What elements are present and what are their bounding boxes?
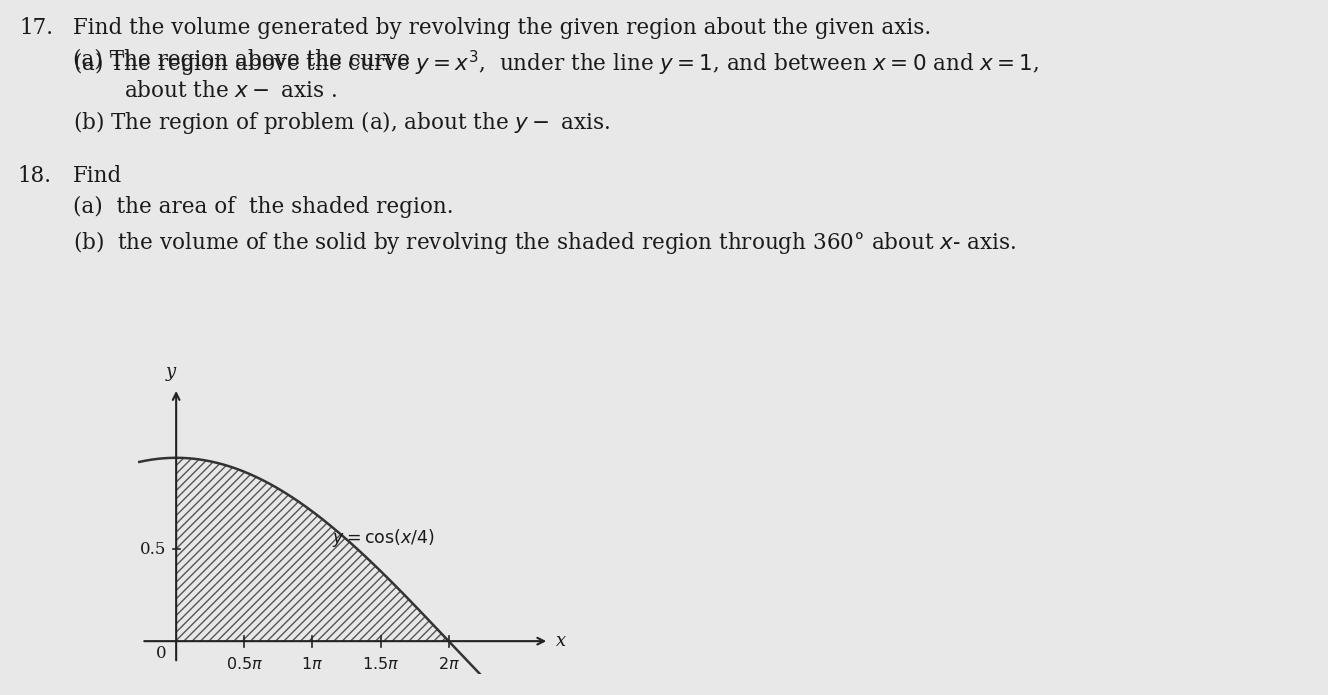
Text: (b)  the volume of the solid by revolving the shaded region through 360° about $: (b) the volume of the solid by revolving… xyxy=(73,229,1016,256)
Text: about the $x-$ axis .: about the $x-$ axis . xyxy=(124,80,337,102)
Text: $0.5\pi$: $0.5\pi$ xyxy=(226,656,263,673)
Text: $2\pi$: $2\pi$ xyxy=(438,656,459,673)
Text: (a) The region above the curve: (a) The region above the curve xyxy=(73,49,417,71)
Text: $1\pi$: $1\pi$ xyxy=(301,656,324,673)
Text: y: y xyxy=(166,363,177,381)
Text: x: x xyxy=(555,632,566,650)
Text: $1.5\pi$: $1.5\pi$ xyxy=(361,656,400,673)
Text: (b) The region of problem (a), about the $y-$ axis.: (b) The region of problem (a), about the… xyxy=(73,109,611,136)
Text: 0: 0 xyxy=(155,645,166,662)
Text: (a)  the area of  the shaded region.: (a) the area of the shaded region. xyxy=(73,196,454,218)
Text: (a) The region above the curve $y=x^3$,  under the line $y=1$, and between $x=0$: (a) The region above the curve $y=x^3$, … xyxy=(73,49,1040,79)
Text: Find the volume generated by revolving the given region about the given axis.: Find the volume generated by revolving t… xyxy=(73,17,931,40)
Text: $y=\cos(x/4)$: $y=\cos(x/4)$ xyxy=(332,528,434,550)
Text: Find: Find xyxy=(73,165,122,188)
Text: 0.5: 0.5 xyxy=(141,541,166,558)
Text: 17.: 17. xyxy=(20,17,54,40)
Text: 18.: 18. xyxy=(17,165,52,188)
